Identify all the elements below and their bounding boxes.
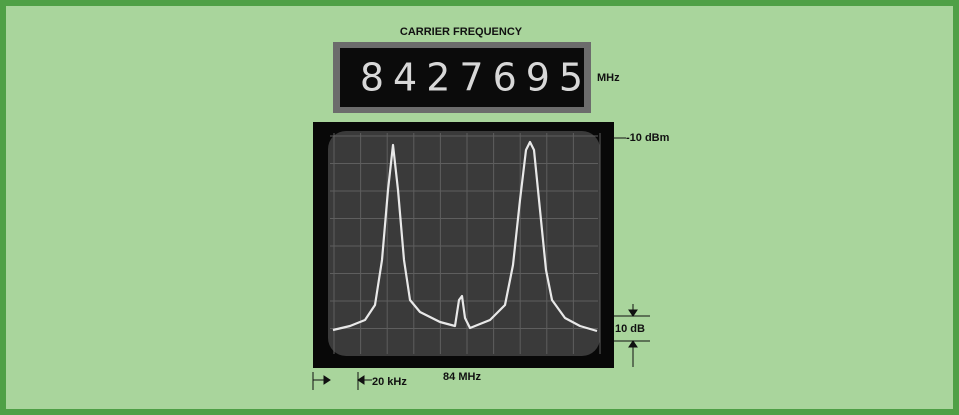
reference-level: -10 dBm	[626, 132, 670, 144]
display-title: CARRIER FREQUENCY	[400, 26, 523, 38]
frequency-reading: 8427695	[360, 56, 592, 100]
horizontal-scale: 20 kHz	[372, 376, 407, 388]
spectrum-trace	[332, 140, 598, 333]
display-window	[340, 48, 584, 107]
scale-arrows	[312, 304, 650, 390]
center-frequency: 84 MHz	[443, 371, 481, 383]
display-unit: MHz	[597, 72, 620, 84]
vertical-scale: 10 dB	[615, 323, 645, 335]
crt-screen	[328, 131, 600, 356]
